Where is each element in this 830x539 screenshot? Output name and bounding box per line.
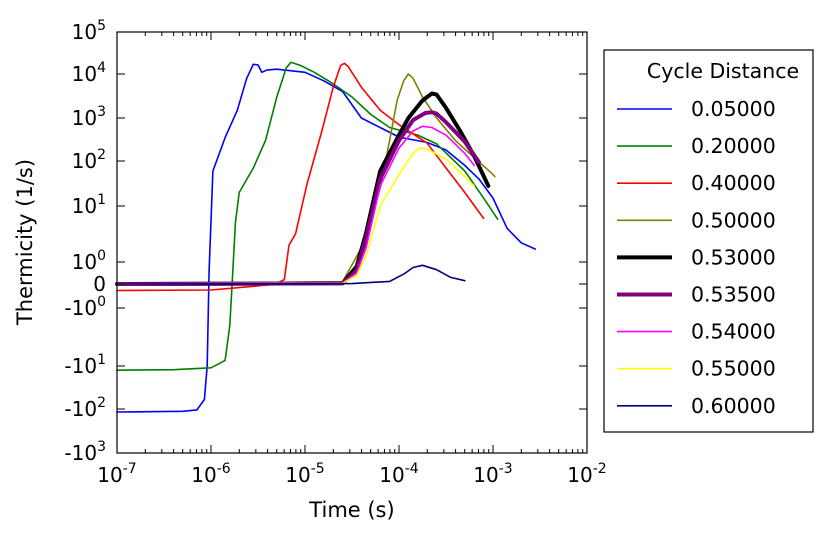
- legend: Cycle Distance 0.05000 0.20000 0.40000 0.50…: [603, 49, 814, 433]
- y-tick-label-exponent: 0: [97, 294, 106, 310]
- x-tick-label-exponent: -6: [217, 461, 231, 477]
- legend-label: 0.54000: [691, 320, 776, 344]
- y-tick-label-base: 10: [72, 106, 97, 130]
- y-tick-label-base: 10: [72, 194, 97, 218]
- y-tick-label-exponent: 0: [97, 248, 106, 264]
- legend-items: 0.05000 0.20000 0.40000 0.50000 0.53000 0.535…: [617, 97, 776, 418]
- legend-label: 0.40000: [691, 171, 776, 195]
- x-tick-label-base: 10: [567, 463, 592, 487]
- y-tick-label: 104: [72, 60, 106, 86]
- y-tick-label-exponent: 4: [97, 60, 106, 76]
- y-tick-label: 103: [72, 104, 106, 130]
- series-line-0.20000: [116, 61, 499, 371]
- y-tick-label-exponent: 1: [97, 192, 106, 208]
- plot-area: [117, 32, 587, 453]
- y-tick-label: 102: [72, 147, 106, 173]
- plot-frame: [116, 31, 588, 454]
- x-tick-label-base: 10: [191, 463, 216, 487]
- y-tick-label: -102: [64, 395, 106, 421]
- y-tick-label-exponent: 2: [97, 147, 106, 163]
- x-tick-label-base: 10: [285, 463, 310, 487]
- y-tick-label: -101: [64, 352, 106, 378]
- x-tick-label: 10-4: [379, 461, 419, 487]
- y-tick-label: -100: [64, 294, 106, 320]
- x-axis: 10-7 10-6 10-5 10-4 10-3 10-2: [97, 32, 607, 487]
- legend-label: 0.20000: [691, 134, 776, 158]
- x-tick-label: 10-7: [97, 461, 136, 487]
- y-tick-label-base: 0: [93, 272, 106, 296]
- x-tick-label-exponent: -3: [499, 461, 513, 477]
- x-tick-label-base: 10: [473, 463, 498, 487]
- x-tick-label: 10-3: [473, 461, 512, 487]
- y-tick-label: 100: [72, 248, 106, 274]
- y-axis-label: Thermicity (1/s): [13, 159, 37, 326]
- x-tick-label: 10-2: [567, 461, 606, 487]
- legend-label: 0.53500: [691, 283, 776, 307]
- y-tick-label-base: 10: [72, 149, 97, 173]
- y-tick-label: -103: [64, 439, 106, 465]
- y-tick-label-base: -10: [64, 296, 97, 320]
- series-line-0.05000: [116, 63, 537, 413]
- legend-title: Cycle Distance: [647, 59, 799, 83]
- series-line-0.60000: [116, 264, 466, 285]
- y-tick-label: 101: [72, 192, 106, 218]
- y-tick-label-exponent: 5: [97, 18, 106, 34]
- x-tick-label: 10-5: [285, 461, 324, 487]
- y-tick-label-base: 10: [72, 20, 97, 44]
- legend-label: 0.55000: [691, 357, 776, 381]
- y-tick-label-base: 10: [72, 62, 97, 86]
- series-line-0.55000: [116, 147, 475, 285]
- y-tick-label-exponent: 3: [97, 439, 106, 455]
- y-tick-label-exponent: 2: [97, 395, 106, 411]
- y-tick-label-base: 10: [72, 250, 97, 274]
- legend-label: 0.60000: [691, 394, 776, 418]
- y-tick-label: 105: [72, 18, 106, 44]
- y-tick-label-exponent: 1: [97, 352, 106, 368]
- y-tick-label: 0: [93, 272, 106, 296]
- y-tick-label-base: -10: [64, 397, 97, 421]
- x-tick-label: 10-6: [191, 461, 231, 487]
- x-axis-label: Time (s): [308, 498, 394, 522]
- x-tick-label-exponent: -4: [405, 461, 419, 477]
- x-tick-label-exponent: -7: [123, 461, 137, 477]
- legend-label: 0.05000: [691, 97, 776, 121]
- x-tick-label-exponent: -2: [593, 461, 607, 477]
- legend-label: 0.50000: [691, 208, 776, 232]
- y-tick-label-base: -10: [64, 354, 97, 378]
- legend-label: 0.53000: [691, 245, 776, 269]
- x-tick-label-base: 10: [97, 463, 122, 487]
- x-tick-label-base: 10: [379, 463, 404, 487]
- series-line-0.54000: [116, 125, 475, 285]
- y-tick-label-exponent: 3: [97, 104, 106, 120]
- series-layer: [115, 61, 537, 413]
- y-tick-label-base: -10: [64, 441, 97, 465]
- x-tick-label-exponent: -5: [311, 461, 325, 477]
